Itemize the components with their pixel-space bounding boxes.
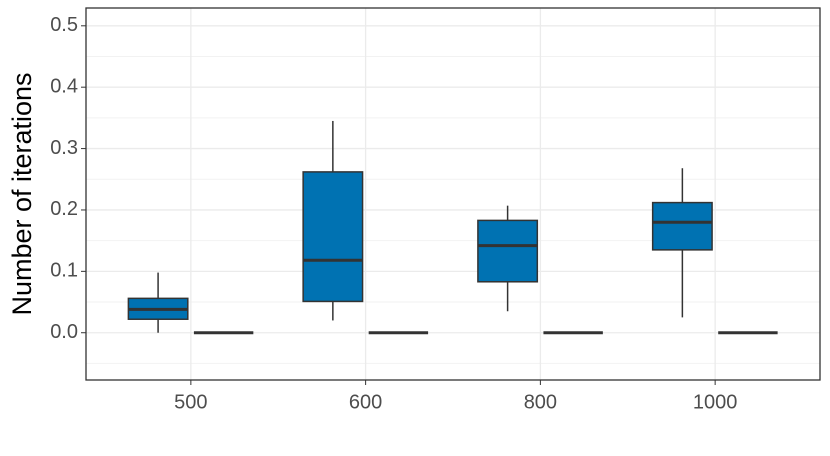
y-tick-label: 0.4 bbox=[50, 75, 78, 97]
y-tick-label: 0.2 bbox=[50, 198, 78, 220]
y-tick-label: 0.1 bbox=[50, 260, 78, 282]
x-tick-label: 500 bbox=[174, 391, 207, 413]
y-tick-label: 0.5 bbox=[50, 14, 78, 36]
box bbox=[302, 171, 364, 303]
x-tick-label: 600 bbox=[349, 391, 382, 413]
panel-background bbox=[86, 8, 820, 380]
y-tick-label: 0.0 bbox=[50, 321, 78, 343]
x-tick-label: 800 bbox=[524, 391, 557, 413]
panel-border bbox=[85, 7, 821, 381]
y-tick-label: 0.3 bbox=[50, 137, 78, 159]
box bbox=[477, 219, 539, 283]
y-axis-title: Number of iterations bbox=[7, 72, 37, 315]
x-tick-label: 1000 bbox=[693, 391, 738, 413]
box bbox=[651, 201, 713, 251]
